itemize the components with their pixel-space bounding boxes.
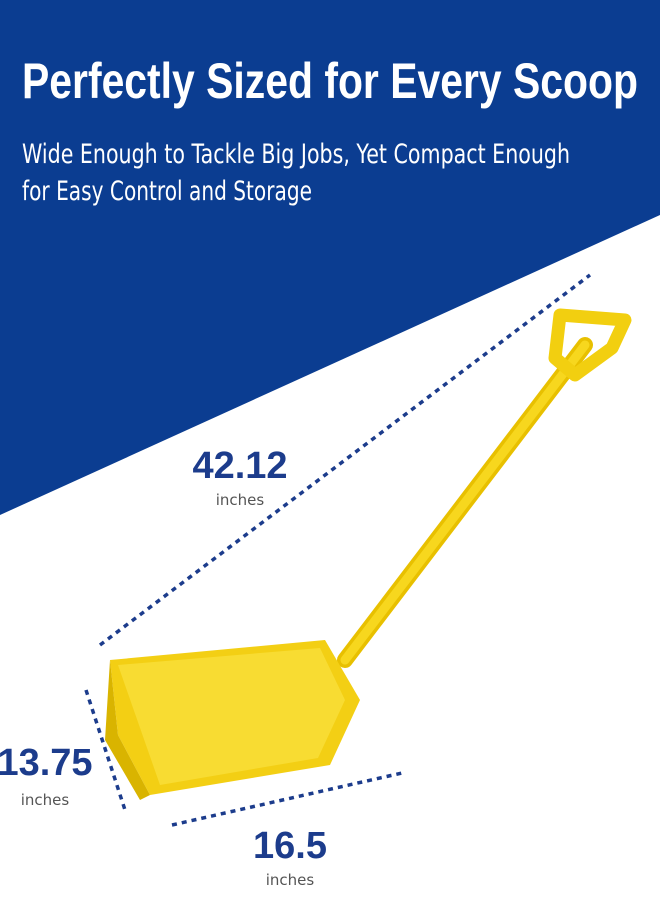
width-unit: inches [266,871,315,889]
background-band [0,0,660,515]
length-guide [98,273,592,647]
height-unit: inches [21,791,70,809]
length-unit: inches [216,491,265,509]
length-value: 42.12 [192,445,287,487]
height-value: 13.75 [0,742,93,784]
shovel [105,308,632,800]
height-guide [84,689,127,811]
subtitle-line: Wide Enough to Tackle Big Jobs, Yet Comp… [22,139,570,170]
title: Perfectly Sized for Every Scoop [22,53,638,109]
width-value: 16.5 [253,825,327,867]
subtitle-line: for Easy Control and Storage [22,176,312,207]
